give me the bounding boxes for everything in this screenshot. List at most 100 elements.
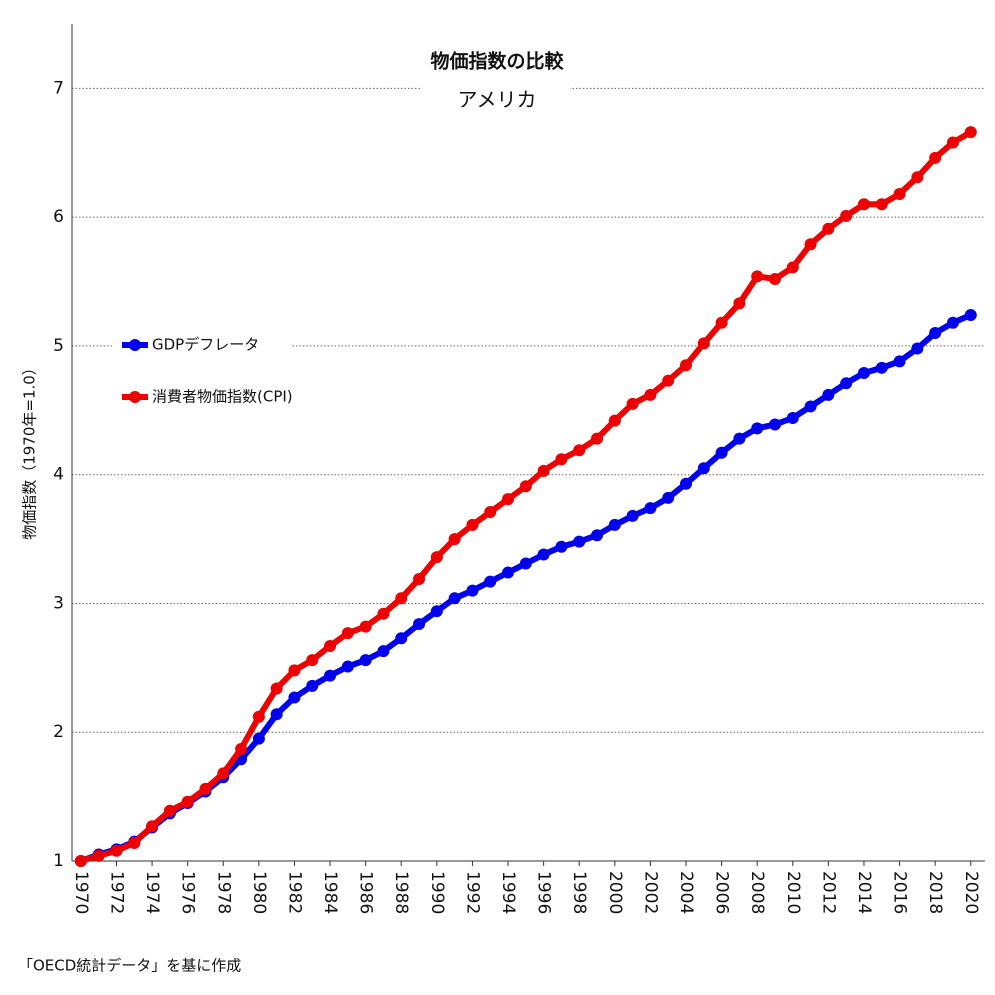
data-point <box>964 309 977 322</box>
data-point <box>74 855 87 867</box>
data-point <box>341 660 354 673</box>
data-point <box>840 377 853 390</box>
data-point <box>537 464 550 477</box>
legend-marker <box>129 339 141 351</box>
x-tick-label: 1972 <box>106 871 126 914</box>
x-tick-label: 1978 <box>213 871 233 914</box>
data-point <box>875 198 888 211</box>
data-point <box>359 654 372 667</box>
data-point <box>733 432 746 445</box>
y-tick-label: 7 <box>53 78 64 98</box>
data-point <box>662 374 675 387</box>
data-point <box>359 620 372 633</box>
data-point <box>377 645 390 658</box>
data-point <box>911 342 924 355</box>
y-tick-label: 4 <box>53 465 64 485</box>
data-point <box>502 566 515 579</box>
x-tick-label: 2004 <box>676 871 696 914</box>
x-tick-label: 1970 <box>71 871 91 914</box>
data-point <box>252 732 265 745</box>
data-point <box>680 477 693 490</box>
y-tick-label: 5 <box>53 336 64 356</box>
data-point <box>715 316 728 329</box>
x-tick-label: 1976 <box>178 871 198 914</box>
data-point <box>662 491 675 504</box>
data-point <box>252 710 265 723</box>
x-tick-label: 2000 <box>605 871 625 914</box>
source-note: 「OECD統計データ」を基に作成 <box>18 957 241 975</box>
x-tick-label: 1994 <box>498 871 518 914</box>
x-tick-label: 2020 <box>961 871 981 914</box>
data-point <box>484 575 497 588</box>
data-point <box>430 551 443 564</box>
data-point <box>804 400 817 413</box>
data-point <box>163 804 176 817</box>
data-point <box>715 446 728 459</box>
data-point <box>697 462 710 475</box>
data-point <box>893 187 906 200</box>
data-point <box>537 548 550 561</box>
data-point <box>92 849 105 862</box>
data-point <box>733 297 746 310</box>
data-point <box>946 136 959 149</box>
data-point <box>448 592 461 605</box>
x-tick-label: 2002 <box>640 871 660 914</box>
y-tick-label: 6 <box>53 207 64 227</box>
x-tick-label: 1990 <box>427 871 447 914</box>
data-point <box>840 209 853 222</box>
x-tick-label: 1982 <box>284 871 304 914</box>
data-point <box>395 632 408 645</box>
x-tick-label: 1986 <box>356 871 376 914</box>
chart-title: 物価指数の比較 <box>430 50 564 73</box>
data-point <box>751 422 764 435</box>
data-point <box>430 605 443 618</box>
data-point <box>573 535 586 548</box>
data-point <box>199 782 212 795</box>
data-point <box>181 795 194 808</box>
data-point <box>591 432 604 445</box>
data-point <box>413 572 426 585</box>
data-point <box>626 397 639 410</box>
data-point <box>519 557 532 570</box>
x-tick-label: 2008 <box>747 871 767 914</box>
x-tick-label: 2012 <box>818 871 838 914</box>
x-tick-label: 1980 <box>249 871 269 914</box>
legend-marker <box>129 391 141 403</box>
data-point <box>217 767 230 780</box>
data-point <box>822 388 835 401</box>
data-point <box>555 453 568 466</box>
x-tick-label: 2006 <box>712 871 732 914</box>
data-point <box>786 412 799 425</box>
series-line <box>80 129 973 864</box>
data-point <box>555 540 568 553</box>
data-point <box>128 836 141 849</box>
data-point <box>519 480 532 493</box>
data-point <box>270 682 283 695</box>
data-point <box>324 669 337 682</box>
data-point <box>822 222 835 235</box>
legend-label: GDPデフレータ <box>152 336 259 354</box>
data-point <box>324 639 337 652</box>
data-point <box>768 272 781 285</box>
data-point <box>751 270 764 283</box>
x-tick-label: 2014 <box>854 871 874 914</box>
y-tick-label: 1 <box>53 851 64 871</box>
data-point <box>288 664 301 677</box>
data-point <box>288 691 301 704</box>
x-tick-label: 1992 <box>462 871 482 914</box>
x-tick-label: 1984 <box>320 871 340 914</box>
data-point <box>466 518 479 531</box>
data-point <box>680 359 693 372</box>
data-point <box>377 607 390 620</box>
x-tick-label: 1974 <box>142 871 162 914</box>
data-point <box>857 366 870 379</box>
x-tick-label: 1996 <box>534 871 554 914</box>
x-tick-label: 2010 <box>783 871 803 914</box>
x-tick-label: 2018 <box>925 871 945 914</box>
data-point <box>804 238 817 251</box>
data-point <box>466 584 479 597</box>
data-point <box>768 418 781 431</box>
data-point <box>786 261 799 274</box>
x-tick-label: 2016 <box>890 871 910 914</box>
data-point <box>946 316 959 329</box>
